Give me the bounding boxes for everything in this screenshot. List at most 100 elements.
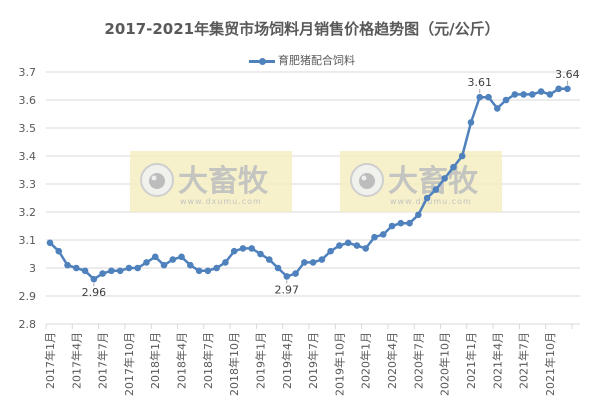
- data-point: [520, 91, 527, 98]
- x-tick-label: 2017年4月: [69, 332, 83, 389]
- watermark-url: www.dxumu.com: [390, 197, 472, 206]
- x-tick-label: 2017年1月: [43, 332, 57, 389]
- data-point: [467, 119, 475, 126]
- data-point: [423, 194, 431, 202]
- data-point: [213, 264, 220, 272]
- x-tick-label: 2018年4月: [175, 332, 189, 389]
- data-point: [116, 267, 124, 275]
- x-tick-label: 2020年1月: [359, 332, 373, 389]
- data-point: [257, 250, 264, 258]
- data-label: 3.61: [467, 76, 492, 89]
- legend-line-marker-icon: [249, 55, 275, 67]
- data-point: [511, 91, 519, 98]
- data-point: [283, 273, 291, 280]
- data-point: [318, 256, 326, 263]
- y-tick-label: 3.5: [19, 122, 37, 135]
- watermark-text: 大畜牧: [178, 164, 269, 199]
- data-point: [327, 247, 334, 255]
- data-point: [388, 222, 396, 230]
- data-point: [546, 91, 554, 98]
- data-point: [415, 211, 422, 219]
- data-point: [55, 247, 63, 255]
- x-tick-label: 2019年1月: [253, 332, 267, 389]
- data-label: 3.64: [555, 68, 580, 81]
- data-point: [555, 85, 562, 93]
- x-tick-label: 2021年1月: [464, 332, 478, 389]
- x-tick-label: 2020年7月: [411, 332, 425, 389]
- legend-label: 育肥猪配合饲料: [278, 54, 355, 67]
- data-point: [230, 247, 238, 255]
- data-label: 2.96: [82, 286, 107, 299]
- data-point: [292, 270, 299, 277]
- data-point: [160, 261, 168, 269]
- data-point: [239, 245, 247, 252]
- data-point: [187, 261, 194, 269]
- data-point: [397, 219, 405, 227]
- data-label: 2.97: [275, 283, 300, 296]
- data-point: [134, 264, 141, 272]
- data-point: [344, 239, 352, 247]
- x-tick-label: 2018年10月: [227, 332, 241, 396]
- y-tick-label: 3.4: [19, 150, 37, 163]
- data-point: [90, 275, 98, 283]
- data-point: [441, 175, 448, 182]
- data-point: [195, 267, 203, 275]
- data-point: [169, 256, 177, 263]
- data-point: [151, 253, 159, 261]
- watermark-url: www.dxumu.com: [180, 197, 262, 206]
- data-point: [432, 186, 440, 193]
- data-point: [537, 88, 545, 95]
- data-point: [222, 259, 229, 266]
- data-point: [274, 264, 282, 272]
- x-tick-label: 2020年4月: [385, 332, 399, 389]
- chart-title: 2017-2021年集贸市场饲料月销售价格趋势图（元/公斤）: [104, 20, 500, 38]
- y-tick-label: 3.3: [19, 178, 37, 191]
- legend: 育肥猪配合饲料: [0, 52, 604, 68]
- data-point: [493, 105, 501, 112]
- data-point: [353, 242, 361, 249]
- data-point: [64, 261, 71, 269]
- x-tick-label: 2021年4月: [490, 332, 504, 389]
- x-tick-label: 2019年4月: [280, 332, 294, 389]
- data-point: [485, 93, 492, 101]
- data-point: [476, 93, 484, 101]
- x-tick-label: 2018年7月: [201, 332, 215, 389]
- data-point: [450, 163, 457, 171]
- x-tick-label: 2017年7月: [96, 332, 110, 389]
- x-tick-label: 2018年1月: [148, 332, 162, 389]
- data-point: [204, 267, 212, 275]
- data-point: [458, 152, 466, 160]
- y-tick-label: 3.7: [19, 66, 37, 79]
- data-point: [336, 242, 343, 249]
- data-point: [248, 245, 256, 252]
- data-point: [178, 253, 185, 261]
- data-point: [143, 259, 150, 266]
- x-tick-label: 2020年10月: [438, 332, 452, 396]
- data-point: [73, 264, 80, 272]
- y-tick-label: 3.6: [19, 94, 37, 107]
- data-point: [309, 259, 317, 266]
- data-point: [265, 256, 273, 263]
- y-tick-label: 3.2: [19, 206, 37, 219]
- data-point: [301, 259, 308, 266]
- y-tick-label: 2.8: [19, 318, 37, 331]
- data-point: [46, 239, 54, 247]
- data-point: [99, 270, 106, 277]
- x-tick-label: 2021年10月: [543, 332, 557, 396]
- data-point: [502, 96, 510, 104]
- data-point: [379, 231, 387, 238]
- data-point: [529, 91, 536, 98]
- watermark-text: 大畜牧: [388, 164, 479, 199]
- x-tick-label: 2021年7月: [517, 332, 531, 389]
- y-tick-label: 2.9: [19, 290, 37, 303]
- data-point: [564, 85, 571, 93]
- y-tick-label: 3: [29, 262, 36, 275]
- data-point: [125, 264, 133, 272]
- data-point: [81, 267, 89, 275]
- data-point: [362, 245, 370, 252]
- data-point: [406, 219, 413, 227]
- x-tick-label: 2019年7月: [306, 332, 320, 389]
